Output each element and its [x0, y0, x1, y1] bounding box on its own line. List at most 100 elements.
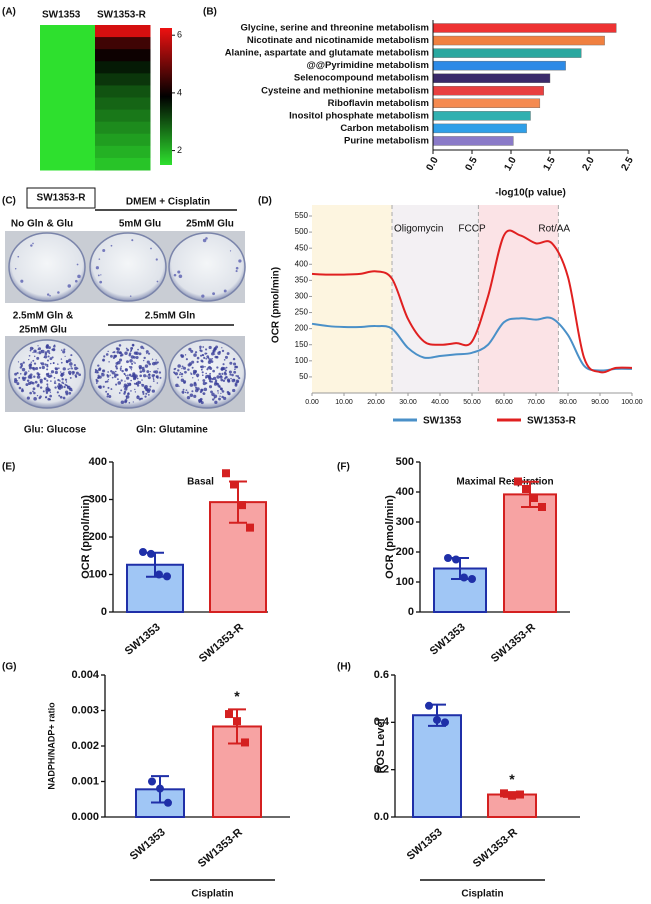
colony [230, 377, 232, 380]
bar [432, 136, 514, 146]
data-point [148, 777, 156, 786]
colony [197, 379, 199, 381]
dish [168, 232, 246, 302]
colony [99, 280, 103, 284]
colony [214, 379, 218, 382]
y-tick-label: 0.2 [374, 764, 389, 776]
colony [57, 378, 60, 382]
colony [65, 392, 69, 396]
colony [185, 389, 188, 391]
colony [202, 346, 205, 348]
colony [220, 378, 224, 382]
bar [432, 60, 566, 71]
colony [211, 398, 215, 401]
category-label: Riboflavin metabolism [328, 98, 429, 109]
colony [203, 356, 206, 360]
colony [132, 344, 135, 347]
colony [184, 354, 187, 356]
colony [126, 348, 129, 352]
colony [157, 368, 159, 370]
bar [432, 123, 527, 134]
colony [46, 349, 50, 353]
colony [234, 368, 236, 371]
colony [219, 375, 222, 378]
y-tick-label: 100 [89, 568, 107, 580]
colony [97, 368, 101, 372]
colony [173, 367, 176, 371]
colony [41, 349, 45, 354]
colony [43, 377, 46, 379]
y-tick-label: 350 [295, 275, 309, 284]
colony [195, 373, 200, 377]
colony [218, 397, 221, 401]
x-tick-label: 0.00 [305, 399, 319, 406]
colony [124, 387, 128, 391]
x-tick-label: 50.00 [463, 399, 481, 406]
colony [65, 381, 68, 383]
colony [205, 352, 208, 355]
colony [35, 367, 39, 370]
colony [129, 295, 132, 297]
colony [155, 258, 158, 261]
colony [201, 294, 205, 298]
colony [138, 366, 142, 370]
category-label: @@Pyrimidine metabolism [306, 60, 429, 71]
colony [20, 279, 24, 283]
colony [236, 380, 239, 383]
colony [111, 371, 115, 375]
colony [181, 367, 183, 370]
colony [173, 273, 177, 277]
colony [28, 354, 31, 357]
colony [196, 360, 199, 364]
colony [220, 392, 222, 395]
colony [219, 395, 221, 397]
colony [45, 396, 47, 399]
colony [189, 383, 194, 387]
colony [108, 395, 112, 399]
x-tick-label: 90.00 [591, 399, 609, 406]
colony [211, 378, 214, 381]
colony [33, 362, 37, 365]
colony [16, 380, 18, 382]
colony [110, 244, 113, 247]
colony [78, 373, 81, 377]
colony [202, 379, 206, 383]
colony [189, 393, 194, 398]
colony [191, 360, 195, 364]
condition-label: 25mM Glu [19, 325, 67, 336]
colony [61, 375, 63, 378]
colony [193, 381, 197, 385]
heat-cell [95, 49, 151, 62]
colony [136, 395, 139, 398]
colony [207, 356, 210, 359]
colony [140, 397, 143, 400]
colony [38, 347, 42, 351]
colony [114, 365, 118, 368]
colony [68, 391, 72, 395]
colony [41, 362, 45, 366]
legend-text: Glu: Glucose [24, 425, 87, 436]
colony [37, 383, 40, 386]
colony [65, 359, 69, 363]
bar [432, 86, 544, 96]
colony [97, 371, 99, 374]
colony [149, 385, 152, 388]
category-label: Inositol phosphate metabolism [289, 110, 429, 121]
data-point [433, 715, 441, 724]
colony [133, 361, 135, 363]
colony [128, 373, 132, 377]
colony [63, 348, 66, 351]
y-tick-label: 400 [396, 486, 414, 498]
colony [17, 361, 20, 363]
colony [173, 371, 176, 374]
colony [203, 387, 208, 392]
colony [224, 355, 228, 359]
colony [181, 365, 184, 368]
phase-region [392, 205, 479, 393]
colony [30, 244, 33, 247]
column-label: SW1353 [42, 10, 81, 21]
significance: * [509, 771, 515, 787]
y-tick-label: 100 [295, 356, 309, 365]
colony [47, 397, 51, 401]
